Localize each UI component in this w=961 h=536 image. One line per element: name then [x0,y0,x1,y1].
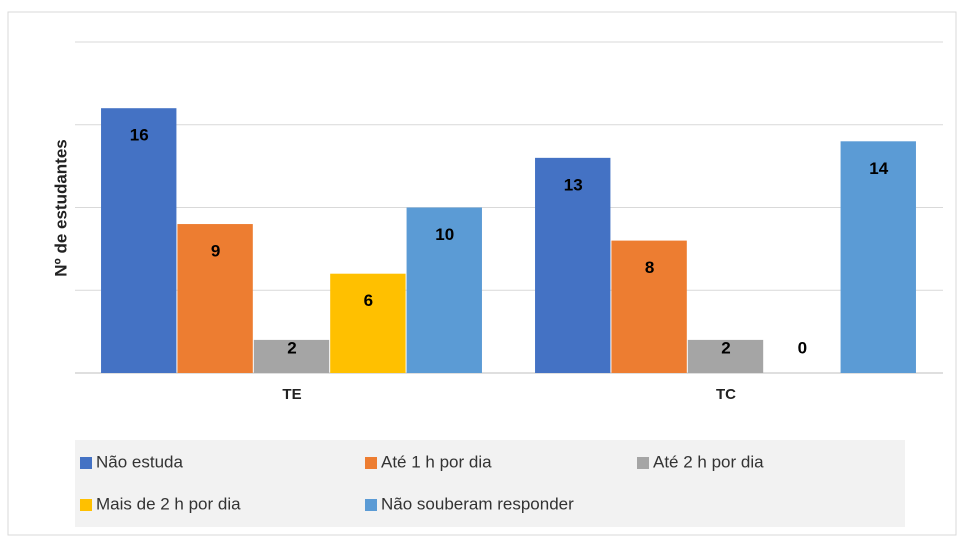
legend-swatch [637,457,649,469]
legend-label: Mais de 2 h por dia [96,494,241,513]
legend-swatch [365,457,377,469]
bar [840,141,916,373]
legend-label: Não souberam responder [381,494,574,513]
data-label: 13 [564,175,583,194]
bar [101,108,177,373]
x-tick-label: TE [282,386,301,403]
legend-label: Não estuda [96,452,183,471]
bar [687,339,764,373]
data-label: 10 [435,225,454,244]
legend-label: Até 2 h por dia [653,452,764,471]
legend-label: Até 1 h por dia [381,452,492,471]
legend-box [75,440,905,527]
data-label: 2 [287,338,296,357]
bar [177,224,253,373]
bar [330,273,406,373]
data-label: 16 [130,126,149,145]
data-label: 6 [364,291,373,310]
data-label: 0 [798,338,807,357]
bar [253,339,330,373]
bar [611,240,687,373]
data-label: 8 [645,258,654,277]
data-label: 2 [721,338,730,357]
legend-swatch [80,457,92,469]
legend-swatch [365,499,377,511]
bar [535,157,611,373]
legend-swatch [80,499,92,511]
data-label: 14 [869,159,888,178]
x-tick-label: TC [716,386,736,403]
bar [406,207,482,373]
data-label: 9 [211,242,220,261]
y-axis-label: Nº de estudantes [51,139,70,277]
